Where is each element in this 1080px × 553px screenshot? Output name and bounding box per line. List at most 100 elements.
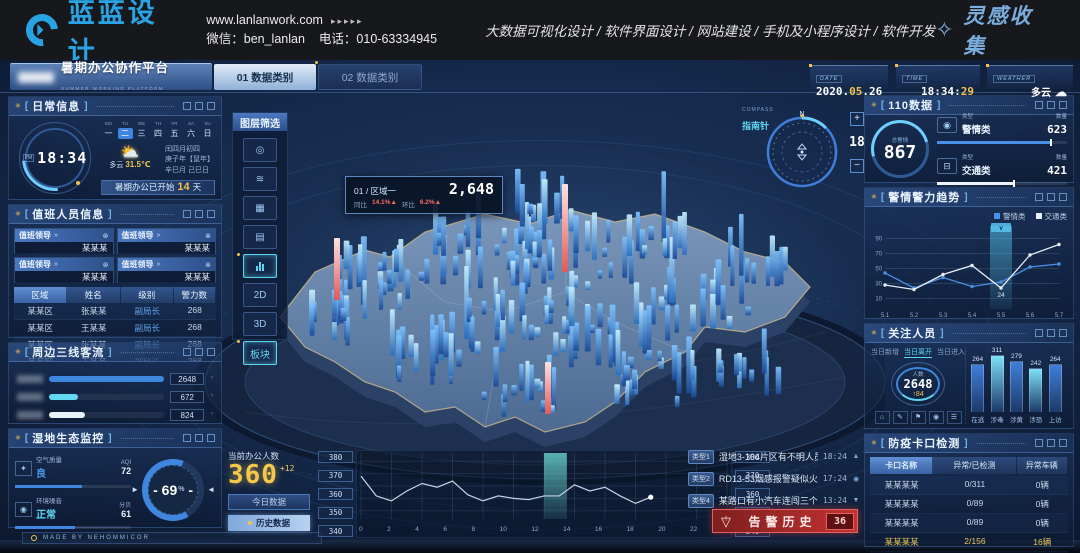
close-icon[interactable]: ⊗: [205, 261, 211, 269]
leaf-icon: ✦: [15, 460, 32, 476]
panel-title: 关注人员: [888, 328, 937, 340]
alert-item[interactable]: 类型1 湿地3-104片区有不明人员闯入 18:24 ▲: [688, 448, 860, 465]
gauge-right-arrow[interactable]: ◄: [207, 485, 215, 494]
layer-btn-mode-2d[interactable]: 2D: [243, 283, 277, 307]
panel-minimize-icon[interactable]: [1035, 439, 1043, 447]
weekday-cell[interactable]: SU 日: [200, 121, 215, 143]
panel-minimize-icon[interactable]: [183, 348, 191, 356]
layer-btn-list[interactable]: ▤: [243, 225, 277, 249]
focus-tab[interactable]: 当日进入: [937, 349, 965, 356]
zoom-in-button[interactable]: +: [850, 112, 864, 126]
zoom-out-button[interactable]: −: [850, 159, 864, 173]
col-area[interactable]: 区域: [14, 287, 67, 303]
col-abnormal-cars[interactable]: 异常车辆: [1016, 457, 1068, 474]
bracket-decoration: [: [880, 437, 885, 449]
today-data-button[interactable]: 今日数据: [228, 494, 310, 511]
panel-minimize-icon[interactable]: [183, 102, 191, 110]
weekday-cell[interactable]: TH 四: [151, 121, 166, 143]
panel-minimize-icon[interactable]: [1035, 101, 1043, 109]
focus-bar: 311 涉毒: [989, 347, 1006, 424]
layer-btn-camera[interactable]: ◎: [243, 138, 277, 162]
weekday-cn: 日: [203, 129, 212, 138]
legend-item[interactable]: 交通类: [1035, 211, 1067, 222]
tab-data-category-1[interactable]: 01 数据类别: [214, 61, 318, 90]
card-header: 值班领导» ⊗: [15, 258, 113, 271]
legend-item[interactable]: 警情类: [994, 211, 1026, 222]
x-tick-label: 2: [387, 525, 391, 533]
panel-expand-icon[interactable]: [1059, 439, 1067, 447]
alert-item[interactable]: 类型2 RD13-53烟感报警疑似火灾 17:24 ◉: [688, 470, 860, 487]
col-level[interactable]: 级别: [121, 287, 174, 303]
panel-pin-icon[interactable]: [195, 348, 203, 356]
panel-minimize-icon[interactable]: [1035, 193, 1043, 201]
bar-value: 2648: [170, 373, 205, 385]
panel-pin-icon[interactable]: [195, 434, 203, 442]
col-name[interactable]: 姓名: [66, 287, 122, 303]
panel-expand-icon[interactable]: [1059, 101, 1067, 109]
col-force[interactable]: 警力数: [173, 287, 216, 303]
site-url[interactable]: www.lanlanwork.com: [206, 12, 323, 27]
weekday-cell[interactable]: WE 三: [134, 121, 149, 143]
panel-expand-icon[interactable]: [207, 102, 215, 110]
svg-text:5.2: 5.2: [910, 313, 919, 319]
cell-detected: 0/89: [966, 517, 984, 527]
weekday-cell[interactable]: MO 一: [101, 121, 116, 143]
panel-pin-icon[interactable]: [195, 102, 203, 110]
bracket-decoration: ]: [964, 191, 968, 203]
panel-pin-icon[interactable]: [1047, 101, 1055, 109]
compass-dial[interactable]: N: [760, 108, 844, 192]
weekday-cell[interactable]: TU 二: [117, 121, 133, 143]
panel-minimize-icon[interactable]: [183, 210, 191, 218]
gauge-left-arrow[interactable]: ►: [131, 485, 140, 494]
weekday-cn: 五: [170, 129, 179, 138]
time-label: TIME: [902, 75, 928, 83]
close-icon[interactable]: ⊗: [102, 261, 109, 269]
panel-expand-icon[interactable]: [207, 210, 215, 218]
tab-data-category-2[interactable]: 02 数据类别: [318, 64, 422, 90]
weekday-cell[interactable]: SA 六: [184, 121, 199, 143]
weekday-en: MO: [104, 121, 113, 126]
cell-cars: 0辆: [1035, 518, 1049, 528]
panel-expand-icon[interactable]: [1059, 193, 1067, 201]
panel-pin-icon[interactable]: [1047, 439, 1055, 447]
mini-tool-icon[interactable]: ⌂: [874, 411, 890, 424]
panel-minimize-icon[interactable]: [1035, 329, 1043, 337]
layer-btn-mode-3d[interactable]: 3D: [243, 312, 277, 336]
history-data-button[interactable]: 历史数据: [228, 515, 310, 532]
alert-item[interactable]: 类型4 某路口有小汽车连闯三个红灯 13:24 ▼: [688, 492, 860, 509]
inspiration-collect-link[interactable]: ✧ 灵感收集: [935, 0, 1054, 60]
dotted-leader: [96, 105, 174, 107]
alert-text: RD13-53烟感报警疑似火灾: [718, 474, 818, 484]
cell-cars: 0辆: [1035, 499, 1049, 509]
summer-notice-bar: 暑期办公已开始 14 天: [101, 179, 215, 195]
svg-text:90: 90: [875, 237, 882, 243]
layer-btn-blocks[interactable]: 板块: [237, 340, 277, 365]
mini-tool-icon[interactable]: ⚑: [910, 411, 926, 424]
col-detected[interactable]: 异常/已检测: [933, 457, 1017, 474]
panel-pin-icon[interactable]: [1047, 193, 1055, 201]
focus-tab[interactable]: 当日新增: [871, 349, 899, 356]
layer-btn-signal[interactable]: ≋: [243, 167, 277, 191]
panel-pin-icon[interactable]: [1047, 329, 1055, 337]
mini-tool-icon[interactable]: ◉: [928, 411, 944, 424]
panel-expand-icon[interactable]: [207, 348, 215, 356]
mini-tool-icon[interactable]: ☰: [946, 411, 962, 424]
panel-expand-icon[interactable]: [1059, 329, 1067, 337]
weather-chip: WEATHER 多云 ☁: [986, 64, 1073, 99]
mini-tool-icon[interactable]: ✎: [892, 411, 908, 424]
focus-tab[interactable]: 当日离开: [904, 349, 932, 358]
weekday-en: TH: [155, 121, 161, 126]
close-icon[interactable]: ⊗: [205, 232, 211, 240]
weekday-cell[interactable]: FR 五: [167, 121, 182, 143]
alert-history-button[interactable]: ▽! 告警历史 36: [712, 509, 858, 533]
col-checkpoint-name[interactable]: 卡口名称: [870, 457, 934, 474]
chevron-icon: »: [54, 232, 58, 239]
close-icon[interactable]: ⊗: [102, 232, 109, 240]
services-list: 大数据可视化设计 / 软件界面设计 / 网站建设 / 手机及小程序设计 / 软件…: [485, 24, 936, 39]
layer-btn-grid[interactable]: ▦: [243, 196, 277, 220]
panel-pin-icon[interactable]: [195, 210, 203, 218]
layer-btn-chart[interactable]: [237, 253, 277, 278]
panel-expand-icon[interactable]: [207, 434, 215, 442]
y-tick-label: 340: [318, 525, 353, 537]
panel-minimize-icon[interactable]: [183, 434, 191, 442]
